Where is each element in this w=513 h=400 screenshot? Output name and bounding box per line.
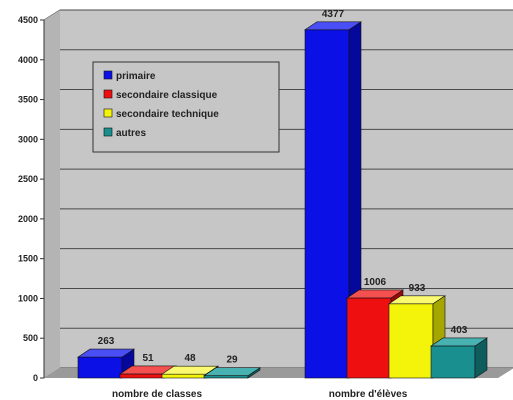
legend-swatch xyxy=(103,89,113,99)
y-tick-label: 1500 xyxy=(18,254,38,264)
bar-3-1 xyxy=(430,337,488,379)
x-category-label: nombre d'élèves xyxy=(329,389,408,400)
bar-top xyxy=(388,295,446,305)
data-label: 1006 xyxy=(364,277,387,288)
bar-top xyxy=(346,289,404,299)
bar-front xyxy=(430,345,476,379)
y-axis: 0 500 1000 1500 2000 2500 3000 3500 4000 4500 xyxy=(18,15,45,383)
bar-top xyxy=(430,337,488,347)
bar-top xyxy=(77,348,135,358)
legend-swatch xyxy=(103,70,113,80)
x-axis: nombre de classes nombre d'élèves xyxy=(112,389,408,400)
bar-front xyxy=(203,375,249,379)
x-category-label: nombre de classes xyxy=(112,389,202,400)
data-label: 933 xyxy=(409,283,426,294)
bar-top xyxy=(203,367,261,376)
y-tick-label: 2000 xyxy=(18,214,38,224)
y-tick-label: 3500 xyxy=(18,95,38,105)
data-label: 51 xyxy=(142,353,154,364)
bar-front xyxy=(161,373,207,379)
bar-front xyxy=(77,356,123,379)
bars xyxy=(77,21,488,379)
legend-label: secondaire technique xyxy=(116,109,219,120)
data-label: 29 xyxy=(226,355,238,366)
y-tick-label: 0 xyxy=(33,373,38,383)
y-tick-label: 1000 xyxy=(18,293,38,303)
legend-box xyxy=(92,61,280,153)
bar-0-1 xyxy=(304,21,362,379)
bar-front xyxy=(304,29,350,379)
data-label: 48 xyxy=(184,353,196,364)
data-label: 403 xyxy=(451,325,468,336)
bar-3-0 xyxy=(203,367,261,379)
bar-front xyxy=(346,297,392,379)
bar-front xyxy=(388,303,434,379)
y-tick-label: 4000 xyxy=(18,55,38,65)
legend-label: primaire xyxy=(116,71,156,82)
legend-label: secondaire classique xyxy=(116,90,218,101)
legend-swatch xyxy=(103,108,113,118)
y-tick-label: 2500 xyxy=(18,174,38,184)
y-tick-label: 500 xyxy=(23,333,38,343)
y-tick-label: 4500 xyxy=(18,15,38,25)
legend-swatch xyxy=(103,127,113,137)
legend-label: autres xyxy=(116,128,146,139)
legend: primaire secondaire classique secondaire t… xyxy=(92,61,280,153)
data-label: 4377 xyxy=(322,9,345,20)
plot-left-wall xyxy=(44,10,60,378)
bar-top xyxy=(304,21,362,31)
bar-top xyxy=(161,365,219,375)
data-label: 263 xyxy=(98,336,115,347)
data-labels: 263 51 48 29 4377 1006 933 403 xyxy=(98,9,468,366)
y-tick-label: 3000 xyxy=(18,134,38,144)
bar-front xyxy=(119,373,165,379)
